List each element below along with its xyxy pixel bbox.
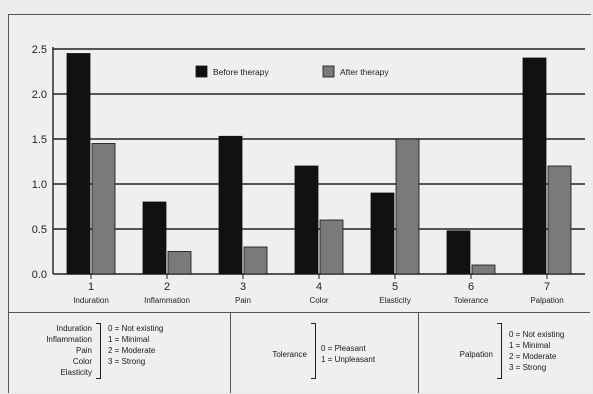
legend-label-after: After therapy xyxy=(340,67,389,77)
y-tick-label: 1.5 xyxy=(32,134,47,146)
y-tick-label: 2.0 xyxy=(32,89,47,101)
key-panel-1: Induration Inflammation Pain Color Elast… xyxy=(8,313,230,393)
key-item: Inflammation xyxy=(46,335,92,344)
x-tick-label: 5 xyxy=(392,281,398,293)
key-item: Palpation xyxy=(459,350,493,359)
x-tick-label: 7 xyxy=(544,281,550,293)
key-scale-entry: 2 = Moderate xyxy=(108,346,156,355)
bar-after-1 xyxy=(91,143,116,275)
key-panel-1-items: Induration Inflammation Pain Color Elast… xyxy=(12,323,92,378)
key-scale-entry: 3 = Strong xyxy=(509,363,547,372)
bar-before-4 xyxy=(294,165,319,275)
y-tick-label: 0.0 xyxy=(32,269,47,281)
key-item: Tolerance xyxy=(272,350,307,359)
bar-after-2 xyxy=(167,251,192,275)
bar-before-1 xyxy=(66,53,91,275)
bar-after-4 xyxy=(319,219,344,275)
rating-key-table: Induration Inflammation Pain Color Elast… xyxy=(8,312,590,393)
x-tick-label: 6 xyxy=(468,281,474,293)
category-label: Tolerance xyxy=(454,296,489,305)
bar-after-7 xyxy=(547,165,572,275)
key-scale-entry: 0 = Pleasant xyxy=(321,344,366,353)
key-bracket xyxy=(96,323,101,379)
bar-before-2 xyxy=(142,201,167,275)
category-label: Elasticity xyxy=(379,296,411,305)
key-scale-entry: 3 = Strong xyxy=(108,357,146,366)
legend-swatch-before xyxy=(195,65,208,78)
key-bracket xyxy=(497,323,502,379)
key-scale-entry: 1 = Minimal xyxy=(509,341,551,350)
bar-after-3 xyxy=(243,246,268,275)
key-panel-3-scale: 0 = Not existing 1 = Minimal 2 = Moderat… xyxy=(509,329,564,373)
category-label: Inflammation xyxy=(144,296,190,305)
category-label: Pain xyxy=(235,296,251,305)
bar-after-5 xyxy=(395,138,420,275)
bar-before-5 xyxy=(370,192,395,275)
key-scale-entry: 2 = Moderate xyxy=(509,352,557,361)
x-tick-label: 1 xyxy=(88,281,94,293)
category-label: Induration xyxy=(73,296,109,305)
bar-after-6 xyxy=(471,264,496,275)
x-tick-label: 3 xyxy=(240,281,246,293)
key-scale-entry: 1 = Minimal xyxy=(108,335,150,344)
key-item: Pain xyxy=(75,346,92,355)
key-panel-1-scale: 0 = Not existing 1 = Minimal 2 = Moderat… xyxy=(108,323,163,367)
key-panel-2: Tolerance 0 = Pleasant 1 = Unpleasant xyxy=(230,313,419,393)
key-bracket xyxy=(311,323,316,379)
bar-before-6 xyxy=(446,230,471,275)
category-label: Palpation xyxy=(530,296,563,305)
y-tick-label: 0.5 xyxy=(32,224,47,236)
key-item: Induration xyxy=(56,324,92,333)
key-panel-3-items: Palpation xyxy=(423,349,493,360)
legend-label-before: Before therapy xyxy=(213,67,270,77)
key-item: Color xyxy=(72,357,92,366)
key-scale-entry: 0 = Not existing xyxy=(108,324,164,333)
x-tick-label: 2 xyxy=(164,281,170,293)
category-label: Color xyxy=(309,296,328,305)
key-panel-2-items: Tolerance xyxy=(235,349,307,360)
key-item: Elasticity xyxy=(60,368,92,377)
legend-swatch-after xyxy=(322,65,335,78)
key-panel-3: Palpation 0 = Not existing 1 = Minimal 2… xyxy=(418,313,591,393)
bar-chart: 0.0 0.5 1.0 1.5 2.0 2.5 1 Induration 2 Inflammati… xyxy=(32,44,585,305)
key-scale-entry: 1 = Unpleasant xyxy=(321,355,376,364)
key-panel-2-scale: 0 = Pleasant 1 = Unpleasant xyxy=(321,343,375,365)
key-scale-entry: 0 = Not existing xyxy=(509,330,565,339)
x-tick-label: 4 xyxy=(316,281,322,293)
bar-before-7 xyxy=(522,57,547,275)
bar-before-3 xyxy=(218,135,243,275)
y-tick-label: 2.5 xyxy=(32,44,47,56)
y-tick-label: 1.0 xyxy=(32,179,47,191)
